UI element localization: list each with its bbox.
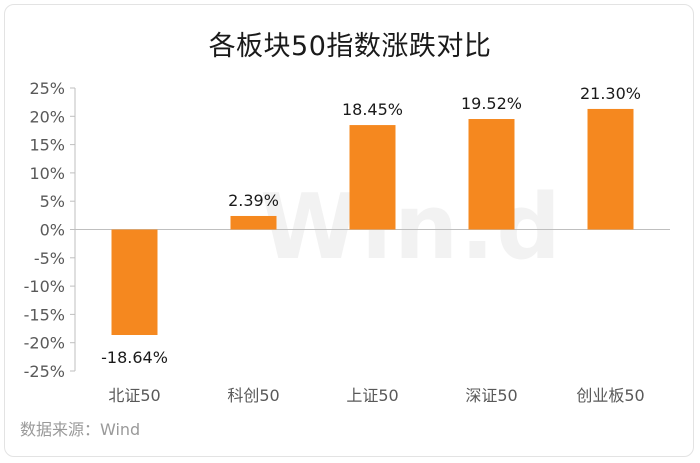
y-tick-label: 15% — [29, 136, 65, 155]
y-tick-label: -20% — [24, 334, 65, 353]
y-tick-label: -25% — [24, 362, 65, 381]
y-tick-label: -15% — [24, 305, 65, 324]
y-tick-label: 0% — [40, 221, 65, 240]
data-labels: -18.64% 2.39% 18.45% 19.52% 21.30% — [101, 84, 641, 367]
x-category-label: 北证50 — [108, 386, 160, 405]
bar-4 — [587, 108, 634, 230]
y-axis-ticks: 25% 20% 15% 10% 5% 0% -5% -10% -15% -20% -25% — [24, 79, 75, 381]
x-category-label: 上证50 — [346, 386, 398, 405]
y-tick-label: -10% — [24, 277, 65, 296]
y-tick-label: 10% — [29, 164, 65, 183]
data-label: 18.45% — [342, 100, 403, 119]
chart-title: 各板块50指数涨跌对比 — [208, 31, 492, 62]
data-label: -18.64% — [101, 348, 168, 367]
y-tick-label: 25% — [29, 79, 65, 98]
bars — [111, 108, 634, 336]
x-category-label: 创业板50 — [576, 386, 644, 405]
x-category-label: 深证50 — [465, 386, 517, 405]
bar-2 — [349, 125, 396, 230]
y-tick-label: 5% — [40, 192, 65, 211]
data-label: 2.39% — [228, 191, 279, 210]
data-label: 19.52% — [461, 94, 522, 113]
data-label: 21.30% — [580, 84, 641, 103]
y-tick-label: -5% — [34, 249, 65, 268]
x-category-label: 科创50 — [227, 386, 279, 405]
x-axis-labels: 北证50 科创50 上证50 深证50 创业板50 — [108, 386, 644, 405]
bar-3 — [468, 119, 515, 230]
bar-1 — [230, 215, 277, 230]
y-tick-label: 20% — [29, 107, 65, 126]
data-source-note: 数据来源：Wind — [20, 420, 141, 439]
bar-0 — [111, 229, 158, 336]
